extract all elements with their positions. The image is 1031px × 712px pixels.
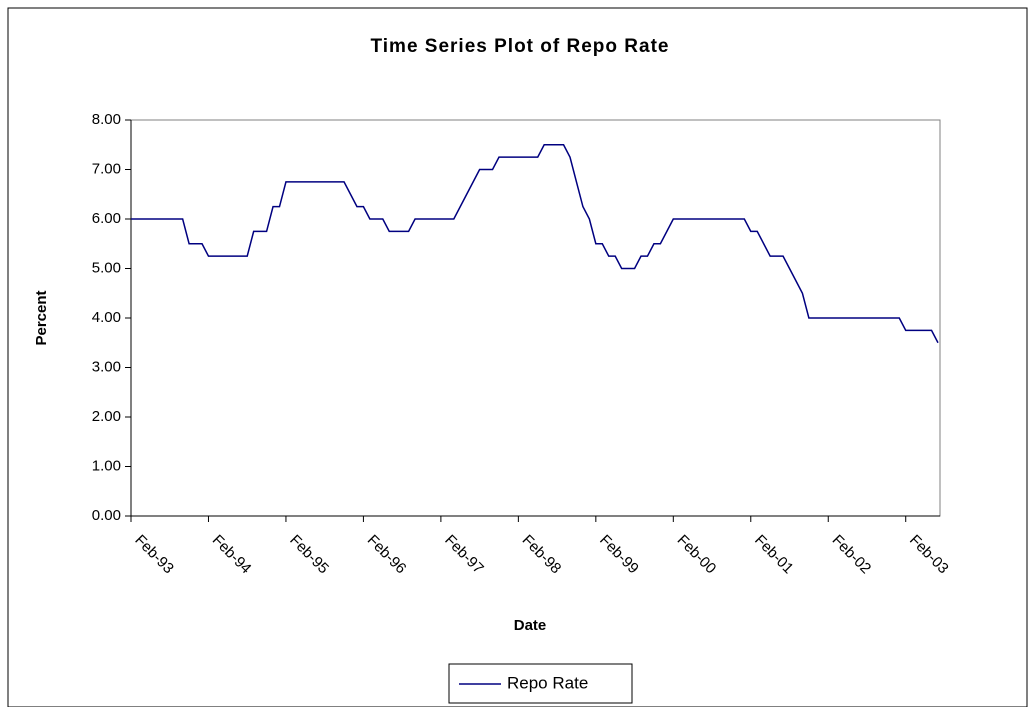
y-tick-label: 1.00	[92, 457, 121, 474]
chart-title: Time Series Plot of Repo Rate	[371, 36, 670, 57]
y-axis-title: Percent	[33, 290, 50, 345]
y-tick-label: 6.00	[92, 210, 121, 227]
y-tick-label: 0.00	[92, 507, 121, 524]
y-tick-label: 7.00	[92, 160, 121, 177]
y-tick-label: 4.00	[92, 309, 121, 326]
y-tick-label: 5.00	[92, 259, 121, 276]
legend-label: Repo Rate	[507, 673, 588, 692]
y-tick-label: 3.00	[92, 358, 121, 375]
plot-area	[130, 119, 941, 517]
data-line	[131, 144, 939, 344]
y-tick-label: 2.00	[92, 408, 121, 425]
y-tick-label: 8.00	[92, 111, 121, 128]
x-axis-title: Date	[514, 617, 547, 634]
